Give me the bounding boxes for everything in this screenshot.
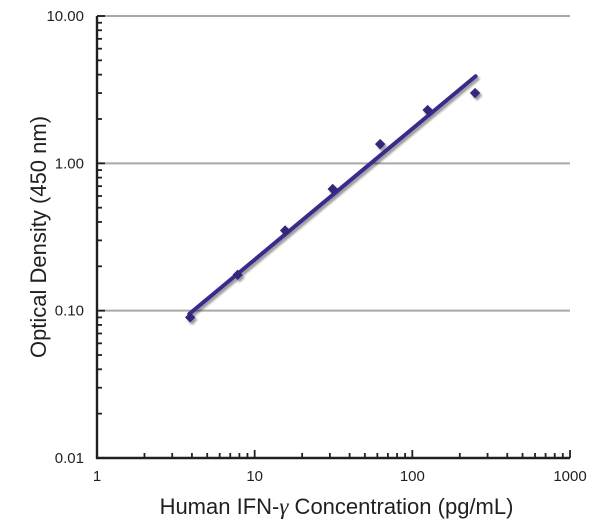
data-point xyxy=(422,104,433,116)
trend-line xyxy=(187,74,478,316)
axis-ticks xyxy=(96,15,571,459)
y-tick-label: 1.00 xyxy=(55,155,84,172)
data-series xyxy=(184,74,481,323)
x-tick-label: 1000 xyxy=(553,468,586,485)
x-axis-title: Human IFN-γ Concentration (pg/mL) xyxy=(160,494,514,519)
gridlines xyxy=(97,15,570,312)
data-point xyxy=(327,183,338,195)
x-tick-label: 1 xyxy=(93,468,101,485)
y-tick-label: 0.10 xyxy=(55,303,84,320)
data-point xyxy=(184,312,196,323)
axes xyxy=(95,16,570,460)
y-axis-title: Optical Density (450 nm) xyxy=(26,116,51,358)
x-axis-title-part: Human IFN- xyxy=(160,494,280,519)
tick-labels: 0.01 0.10 1.00 10.00 1 10 100 1000 xyxy=(46,8,586,485)
x-tick-label: 10 xyxy=(246,468,263,485)
gamma-glyph: γ xyxy=(279,494,289,519)
x-axis-title-part: Concentration (pg/mL) xyxy=(288,494,513,519)
data-point xyxy=(374,138,386,150)
data-point xyxy=(469,87,481,99)
axis-titles: Human IFN-γ Concentration (pg/mL) Optical… xyxy=(26,116,513,519)
y-tick-label: 10.00 xyxy=(46,8,84,25)
x-tick-label: 100 xyxy=(400,468,425,485)
y-tick-label: 0.01 xyxy=(55,450,84,467)
data-point xyxy=(232,269,243,281)
data-point xyxy=(279,225,291,236)
